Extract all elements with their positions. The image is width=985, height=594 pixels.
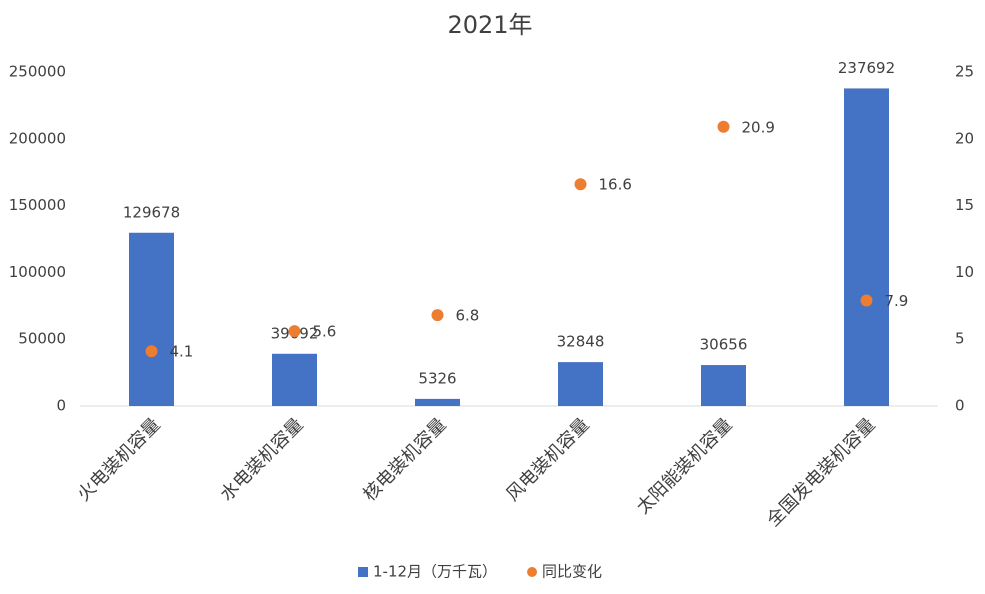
bar [558,362,603,406]
legend-marker [527,567,538,577]
dot-value-label: 6.8 [456,307,480,325]
y-tick-label: 0 [56,397,66,415]
y-tick-label: 50000 [18,330,66,348]
dot [860,294,873,307]
bar [272,353,317,406]
bar [844,88,889,407]
y-tick-label: 100000 [9,263,66,281]
bar [701,365,746,406]
dot-value-label: 5.6 [313,323,337,341]
y2-tick-label: 5 [955,330,965,348]
bar-value-label: 30656 [700,336,748,354]
legend-label: 1-12月（万千瓦） [373,563,497,581]
y2-tick-label: 0 [955,397,965,415]
legend-label: 同比变化 [542,563,602,581]
y2-tick-label: 25 [955,63,974,81]
bar-value-label: 32848 [557,333,605,351]
bar-value-label: 5326 [418,369,456,387]
dot [145,345,158,358]
dot-value-label: 20.9 [742,118,775,136]
dot [717,120,730,133]
dot-value-label: 7.9 [885,292,909,310]
dot-value-label: 4.1 [170,343,194,361]
y-tick-label: 200000 [9,129,66,147]
y-tick-label: 250000 [9,63,66,81]
dot [431,309,444,322]
y2-tick-label: 10 [955,263,974,281]
dot-value-label: 16.6 [599,176,632,194]
bar-value-label: 237692 [838,59,895,77]
bar [415,398,460,406]
chart-title: 2021年 [447,11,532,39]
y2-tick-label: 15 [955,196,974,214]
bar [129,232,174,406]
legend-marker [358,567,368,577]
y2-tick-label: 20 [955,129,974,147]
y-tick-label: 150000 [9,196,66,214]
bar-value-label: 129678 [123,203,180,221]
dot [574,178,587,191]
dot [288,325,301,338]
